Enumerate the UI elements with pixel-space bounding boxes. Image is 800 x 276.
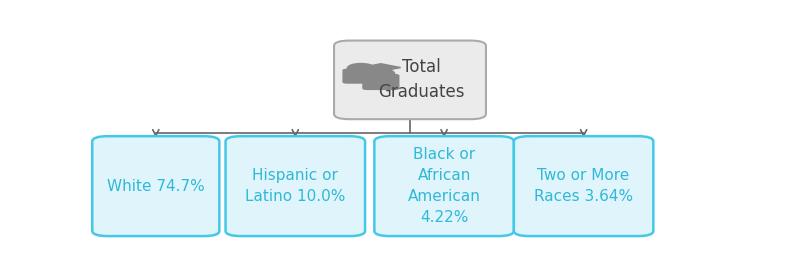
- Text: Black or
African
American
4.22%: Black or African American 4.22%: [408, 147, 481, 225]
- FancyBboxPatch shape: [334, 41, 486, 119]
- Text: Two or More
Races 3.64%: Two or More Races 3.64%: [534, 168, 633, 204]
- Polygon shape: [361, 64, 401, 71]
- FancyBboxPatch shape: [374, 136, 514, 236]
- Text: Hispanic or
Latino 10.0%: Hispanic or Latino 10.0%: [245, 168, 346, 204]
- Text: Total
Graduates: Total Graduates: [378, 59, 465, 101]
- FancyBboxPatch shape: [514, 136, 654, 236]
- FancyBboxPatch shape: [92, 136, 219, 236]
- FancyBboxPatch shape: [362, 74, 399, 90]
- FancyBboxPatch shape: [342, 69, 380, 84]
- FancyBboxPatch shape: [226, 136, 365, 236]
- Text: White 74.7%: White 74.7%: [107, 179, 205, 194]
- Circle shape: [347, 63, 374, 73]
- Circle shape: [367, 69, 394, 78]
